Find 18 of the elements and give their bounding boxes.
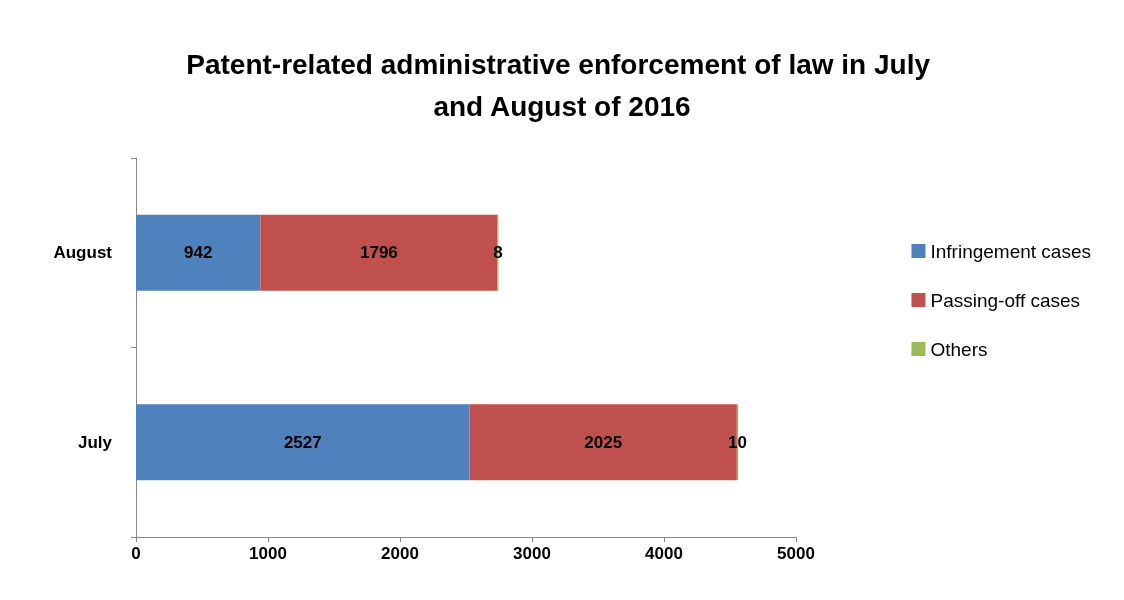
y-tick-label: July — [77, 432, 113, 452]
x-tick-label: 2000 — [381, 544, 419, 563]
x-tick-label: 4000 — [645, 544, 683, 563]
x-tick-label: 0 — [131, 544, 141, 563]
bar — [136, 404, 470, 481]
x-tick-label: 5000 — [777, 544, 815, 563]
bar — [136, 214, 261, 291]
x-tick-label: 3000 — [513, 544, 551, 563]
chart-title: Patent-related administrative enforcement of law in July and August of 2016 — [186, 48, 938, 122]
data-label: 2025 — [584, 432, 623, 452]
legend-label: Infringement cases — [930, 240, 1092, 262]
y-tick-label: August — [53, 243, 113, 263]
data-label: 2527 — [283, 432, 322, 452]
data-label: 1796 — [359, 243, 398, 263]
legend-label: Passing-off cases — [930, 289, 1081, 311]
legend-label: Others — [930, 338, 988, 360]
data-label: 942 — [183, 243, 213, 263]
x-tick-label: 1000 — [249, 544, 287, 563]
